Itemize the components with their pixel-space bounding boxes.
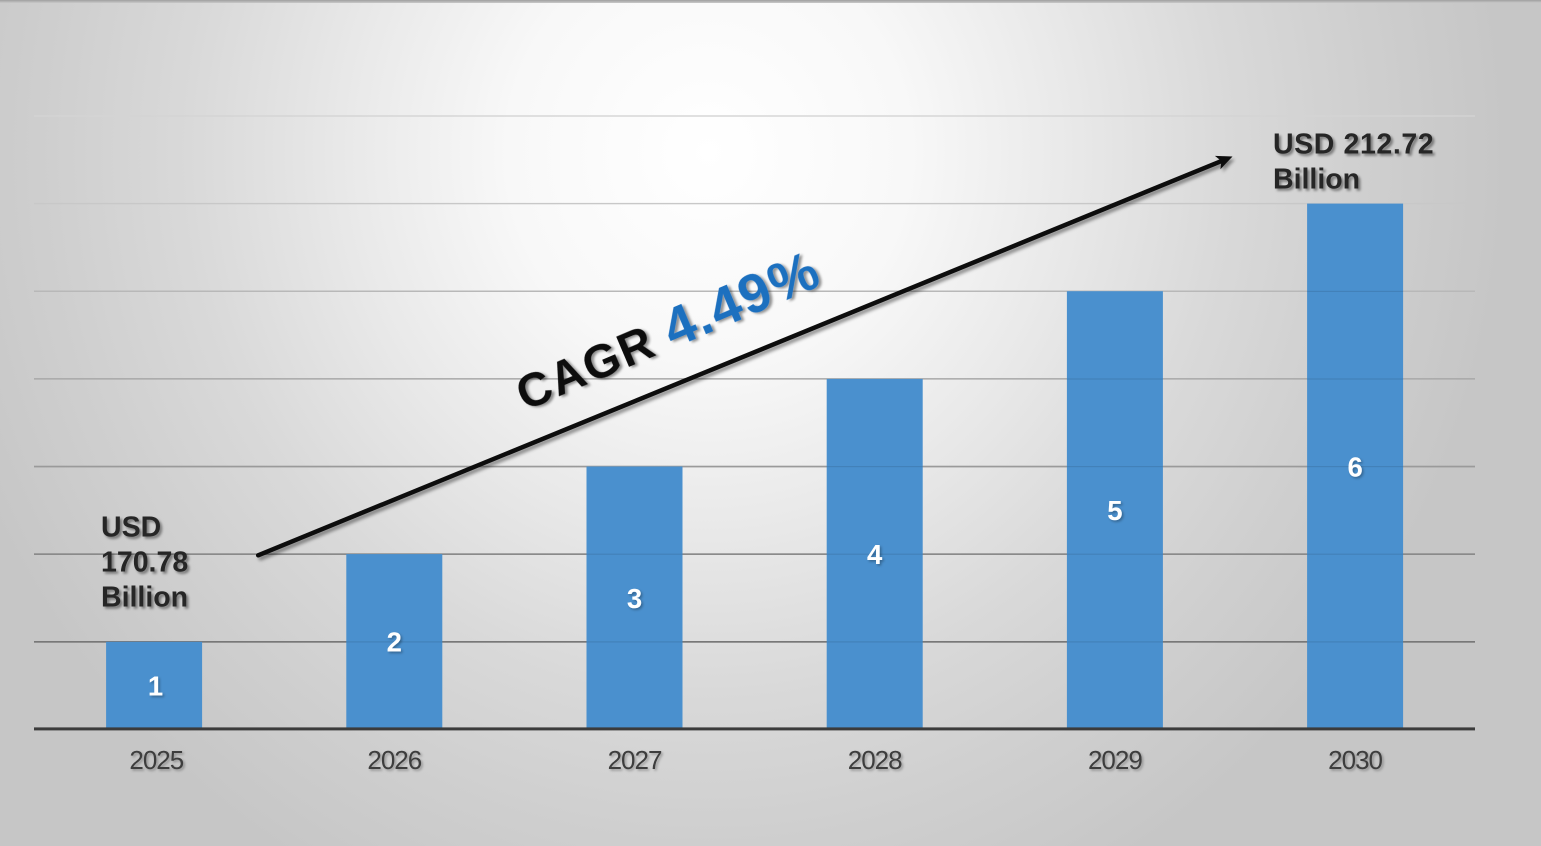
svg-text:USD 212.72: USD 212.72 bbox=[1273, 129, 1434, 161]
svg-text:4: 4 bbox=[867, 539, 883, 570]
svg-text:6: 6 bbox=[1347, 451, 1362, 482]
svg-text:2029: 2029 bbox=[1088, 745, 1142, 775]
svg-text:1: 1 bbox=[148, 671, 163, 702]
svg-text:Billion: Billion bbox=[1273, 164, 1360, 196]
svg-text:2026: 2026 bbox=[367, 745, 421, 775]
svg-text:2030: 2030 bbox=[1328, 745, 1382, 775]
svg-text:2025: 2025 bbox=[129, 745, 183, 775]
svg-text:CAGR 4.49%: CAGR 4.49% bbox=[505, 238, 829, 422]
svg-text:2: 2 bbox=[387, 627, 402, 658]
svg-text:2027: 2027 bbox=[608, 745, 662, 775]
svg-text:Billion: Billion bbox=[101, 582, 188, 614]
svg-text:5: 5 bbox=[1107, 495, 1122, 526]
svg-text:USD: USD bbox=[101, 512, 161, 544]
svg-text:3: 3 bbox=[627, 583, 642, 614]
svg-text:2028: 2028 bbox=[848, 745, 902, 775]
svg-text:170.78: 170.78 bbox=[101, 547, 188, 579]
